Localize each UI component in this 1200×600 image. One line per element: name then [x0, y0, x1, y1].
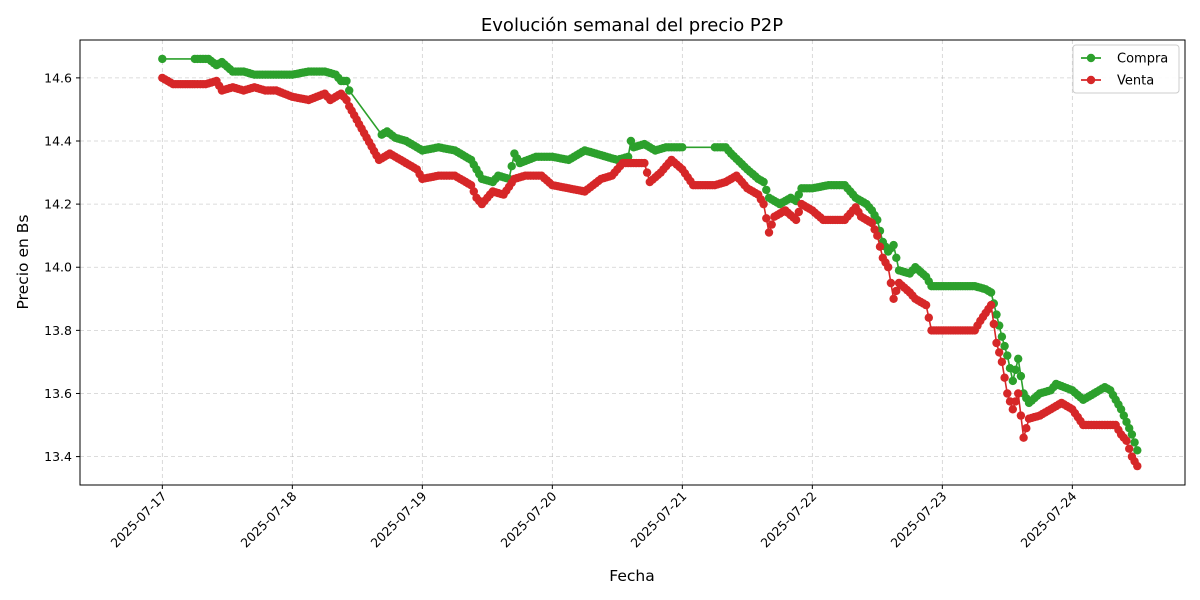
data-point-venta [1000, 373, 1009, 382]
chart-title: Evolución semanal del precio P2P [481, 15, 783, 36]
data-point-compra [1125, 424, 1134, 433]
data-point-compra [794, 190, 803, 199]
y-tick-label: 14.4 [44, 133, 72, 148]
data-point-compra [345, 86, 354, 95]
data-point-compra [1011, 365, 1020, 374]
data-point-compra [624, 152, 633, 161]
data-point-venta [767, 220, 776, 229]
data-point-venta [762, 214, 771, 223]
data-point-compra [1008, 376, 1017, 386]
data-point-compra [889, 240, 898, 250]
data-point-venta [870, 225, 879, 234]
data-point-venta [764, 228, 774, 237]
data-point-venta [997, 357, 1007, 367]
data-point-venta [1022, 424, 1031, 433]
legend-marker-venta [1086, 75, 1096, 85]
data-point-venta [1122, 436, 1131, 445]
y-tick-label: 14.2 [44, 197, 72, 212]
data-point-compra [626, 136, 636, 146]
data-point-compra [992, 310, 1001, 319]
data-point-venta [886, 278, 896, 288]
data-point-compra [1116, 405, 1126, 414]
y-tick-label: 14.0 [44, 260, 72, 275]
data-point-compra [997, 332, 1007, 341]
data-point-compra [1003, 351, 1012, 360]
data-point-compra [986, 288, 996, 297]
data-point-venta [867, 218, 877, 228]
data-point-compra [1000, 341, 1009, 351]
data-point-venta [466, 181, 476, 190]
data-point-venta [342, 95, 351, 105]
data-point-venta [640, 158, 649, 168]
data-point-venta [1133, 461, 1142, 471]
data-point-venta [989, 319, 998, 329]
data-point-venta [873, 231, 882, 240]
data-point-compra [1016, 371, 1026, 381]
data-point-venta [759, 199, 768, 209]
data-point-compra [507, 162, 516, 171]
data-point-venta [1125, 444, 1134, 453]
data-point-compra [1014, 354, 1023, 363]
data-point-compra [158, 54, 167, 64]
legend-label-venta: Venta [1117, 74, 1154, 89]
data-point-compra [762, 185, 771, 195]
data-point-venta [469, 187, 478, 196]
data-point-venta [794, 207, 803, 217]
data-point-venta [889, 294, 898, 303]
y-axis-label: Precio en Bs [14, 215, 32, 310]
y-tick-label: 14.6 [44, 70, 72, 85]
y-tick-label: 13.8 [44, 323, 72, 338]
data-point-venta [1003, 389, 1012, 398]
data-point-compra [892, 253, 901, 262]
y-tick-label: 13.6 [44, 386, 72, 401]
series-venta [158, 73, 1142, 471]
data-point-compra [1130, 438, 1139, 447]
x-axis-label: Fecha [609, 567, 654, 585]
data-point-venta [1011, 397, 1020, 406]
data-point-venta [992, 338, 1001, 348]
series-compra [158, 54, 1142, 455]
data-point-compra [678, 143, 687, 152]
data-point-venta [892, 286, 901, 296]
data-point-venta [1008, 405, 1017, 414]
data-point-venta [1016, 411, 1026, 420]
data-point-venta [791, 215, 801, 225]
data-point-venta [1014, 389, 1023, 398]
data-point-venta [1019, 433, 1028, 442]
data-point-venta [986, 300, 996, 310]
data-point-compra [1119, 411, 1129, 420]
y-tick-label: 13.4 [44, 449, 72, 464]
data-point-venta [642, 168, 652, 177]
series-layer [158, 54, 1142, 471]
y-axis: 13.4 13.6 13.8 14.0 14.2 14.4 14.6 [44, 70, 80, 464]
legend-box [1072, 44, 1180, 94]
data-point-venta [921, 300, 931, 310]
legend-label-compra: Compra [1117, 52, 1168, 67]
plot-frame [79, 39, 1186, 486]
legend: Compra Venta [1072, 44, 1180, 94]
data-point-venta [875, 242, 885, 251]
data-point-compra [1127, 430, 1137, 439]
data-point-venta [995, 348, 1004, 357]
data-point-compra [1133, 446, 1142, 455]
data-point-venta [884, 263, 893, 272]
data-point-venta [924, 313, 933, 322]
data-point-compra [1122, 417, 1131, 427]
data-point-compra [342, 76, 351, 86]
legend-marker-compra [1086, 53, 1096, 63]
data-point-compra [759, 177, 768, 187]
